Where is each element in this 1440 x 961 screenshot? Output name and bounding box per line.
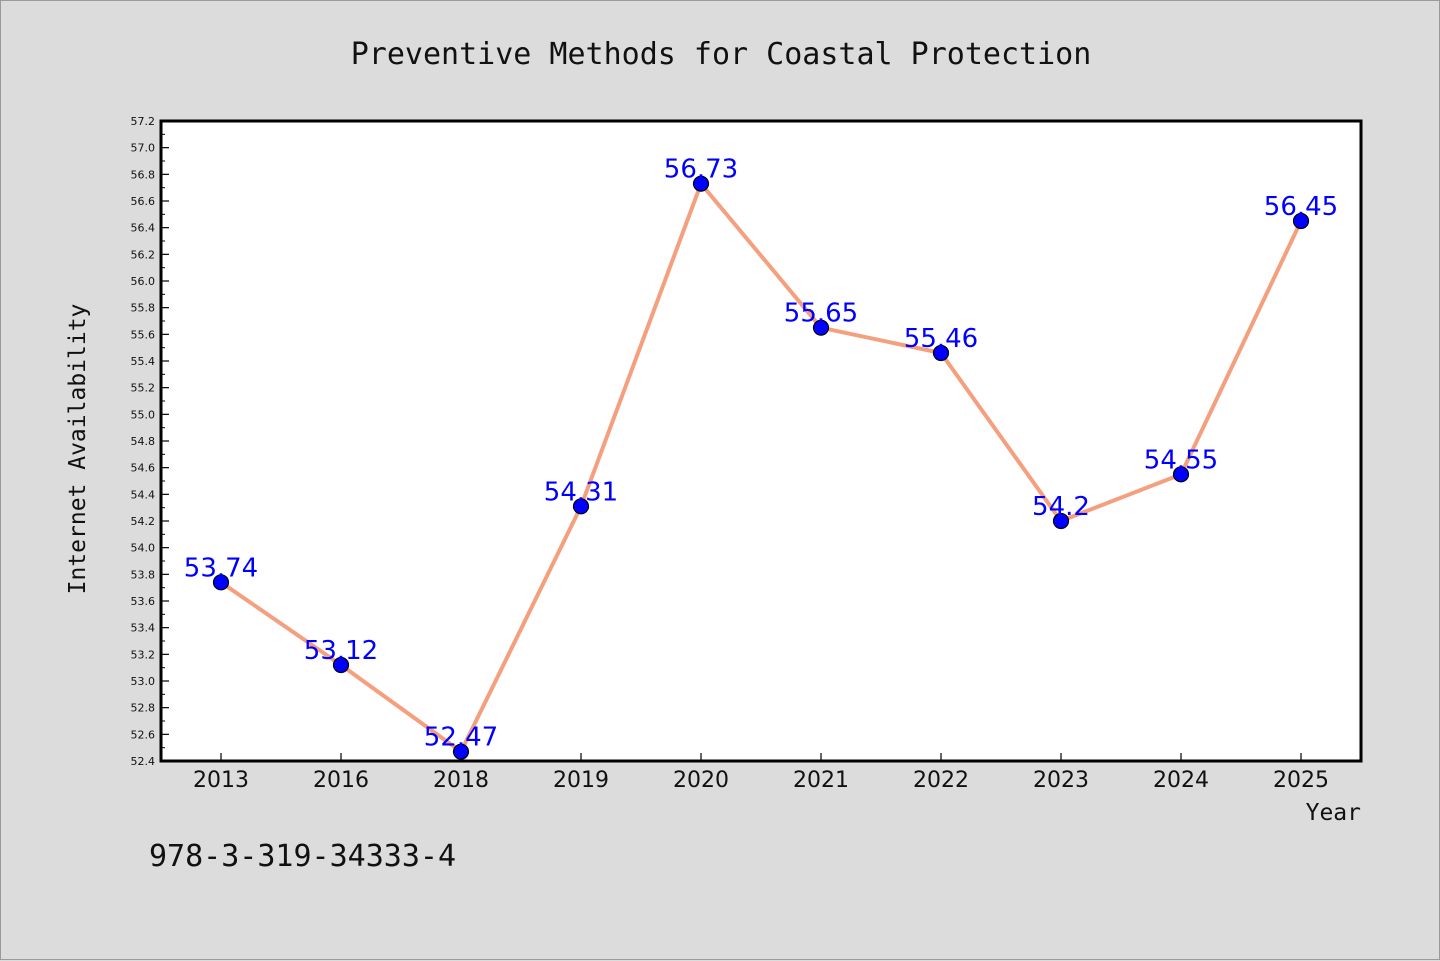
y-tick-label: 55.6 (131, 328, 156, 341)
data-label: 55.65 (784, 299, 858, 329)
data-point (812, 319, 830, 336)
y-tick-label: 53.6 (131, 595, 156, 608)
y-tick-label: 54.8 (131, 435, 156, 448)
plot-area (161, 121, 1361, 761)
x-tick-label: 2020 (673, 768, 729, 793)
y-tick-label: 52.8 (131, 702, 156, 715)
x-tick-label: 2025 (1273, 768, 1329, 793)
data-label: 53.74 (184, 553, 258, 583)
x-tick-label: 2016 (313, 768, 369, 793)
y-tick-label: 56.8 (131, 168, 156, 181)
data-point (212, 574, 230, 591)
y-tick-label: 55.2 (131, 382, 156, 395)
data-point (692, 175, 710, 192)
x-tick-label: 2019 (553, 768, 609, 793)
y-tick-label: 54.0 (131, 542, 156, 555)
data-label: 56.45 (1264, 192, 1338, 222)
data-point (572, 498, 590, 515)
y-tick-label: 56.4 (131, 222, 156, 235)
y-tick-label: 55.4 (131, 355, 156, 368)
data-point (932, 344, 950, 362)
x-tick-label: 2013 (193, 768, 249, 793)
x-axis: 2013 2016 2018 2019 2020 2021 2022 2023 2024 2025 (193, 753, 1329, 793)
isbn-label: 978-3-319-34333-4 (149, 839, 456, 874)
x-axis-label: Year (1306, 800, 1361, 826)
y-axis: 52.4 52.6 52.8 53.0 53.2 53.4 53.6 53.8 54.0 54.2… (131, 115, 169, 768)
data-label: 53.12 (304, 636, 378, 666)
y-tick-label: 52.6 (131, 728, 156, 741)
chart-title: Preventive Methods for Coastal Protectio… (351, 37, 1092, 72)
data-label: 55.46 (904, 324, 978, 354)
y-tick-label: 55.8 (131, 302, 156, 315)
y-tick-label: 53.4 (131, 622, 156, 635)
y-tick-label: 54.6 (131, 462, 156, 475)
series-line (219, 181, 1303, 754)
data-point (452, 743, 470, 760)
y-tick-label: 54.2 (131, 515, 156, 528)
data-label: 52.47 (424, 723, 498, 753)
x-tick-label: 2022 (913, 768, 969, 793)
y-tick-label: 57.2 (131, 115, 156, 128)
y-tick-label: 54.4 (131, 488, 156, 501)
y-tick-label: 53.0 (131, 675, 156, 688)
x-tick-label: 2023 (1033, 768, 1089, 793)
y-tick-label: 53.8 (131, 568, 156, 581)
data-label: 56.73 (664, 155, 738, 185)
data-point (1052, 512, 1070, 530)
data-label: 54.55 (1144, 445, 1218, 475)
y-tick-label: 56.2 (131, 248, 156, 261)
y-tick-label: 56.0 (131, 275, 156, 288)
y-tick-label: 57.0 (131, 142, 156, 155)
data-point (1172, 466, 1190, 483)
y-tick-label: 55.0 (131, 408, 156, 421)
y-axis-label: Internet Availability (65, 304, 91, 595)
x-tick-label: 2021 (793, 768, 849, 793)
data-point (1292, 212, 1310, 230)
data-markers (212, 175, 1310, 760)
y-tick-label: 52.4 (131, 755, 156, 768)
x-tick-label: 2024 (1153, 768, 1209, 793)
data-label: 54.31 (544, 477, 618, 507)
x-tick-label: 2018 (433, 768, 489, 793)
data-point (332, 656, 350, 674)
y-tick-label: 53.2 (131, 648, 156, 661)
data-label: 54.2 (1032, 492, 1090, 522)
y-tick-label: 56.6 (131, 195, 156, 208)
data-labels: 53.74 53.12 52.47 54.31 56.73 55.65 55.46 54.2 5… (184, 155, 1338, 753)
plot-border (159, 119, 1363, 763)
